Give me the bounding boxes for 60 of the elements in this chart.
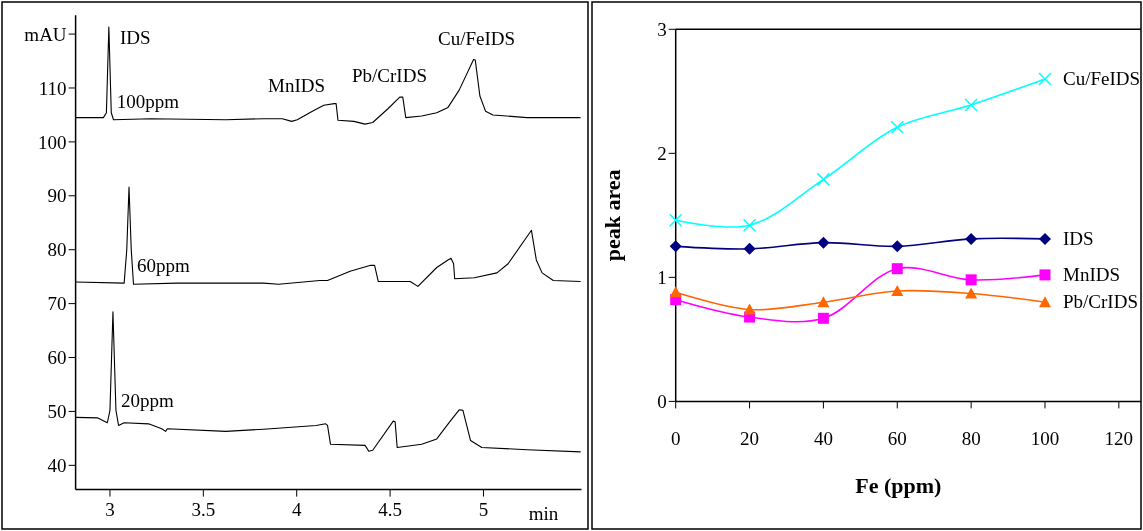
x-tick-label: 3 xyxy=(105,498,115,520)
point xyxy=(817,312,829,324)
point xyxy=(965,274,977,286)
y-axis-title: peak area xyxy=(599,169,625,262)
series-label: Cu/FeIDS xyxy=(1062,67,1141,89)
y-tick-label: 2 xyxy=(657,142,667,164)
y-tick-label: 50 xyxy=(47,401,67,423)
series-label: Pb/CrIDS xyxy=(1062,291,1138,313)
x-axis-title: Fe (ppm) xyxy=(855,473,942,499)
point xyxy=(743,242,756,255)
x-tick-label: 5 xyxy=(478,498,489,520)
y-tick-label: 100 xyxy=(38,131,67,153)
point xyxy=(743,303,756,315)
series-label: 60ppm xyxy=(137,255,191,277)
series-label: IDS xyxy=(1062,227,1094,249)
y-tick-label: mAU xyxy=(24,23,67,45)
point xyxy=(891,285,904,297)
point xyxy=(1038,72,1052,86)
x-axis-title: min xyxy=(528,502,559,524)
series-label: MnIDS xyxy=(1062,263,1120,285)
x-tick-label: 40 xyxy=(813,428,833,450)
point xyxy=(965,287,978,299)
point xyxy=(669,286,682,298)
annotation: Pb/CrIDS xyxy=(352,65,427,86)
y-tick-label: 80 xyxy=(47,239,67,261)
x-tick-label: 3.5 xyxy=(191,498,216,520)
y-tick-label: 110 xyxy=(38,77,67,99)
y-tick-label: 3 xyxy=(657,18,667,40)
x-tick-label: 120 xyxy=(1104,428,1134,450)
point xyxy=(1039,269,1051,281)
y-tick-label: 60 xyxy=(47,347,67,369)
point xyxy=(891,263,903,275)
x-tick-label: 4.5 xyxy=(378,498,402,520)
y-tick-label: 0 xyxy=(657,391,667,413)
x-tick-label: 4 xyxy=(291,498,302,520)
point xyxy=(891,240,904,253)
point xyxy=(668,213,683,228)
annotation: IDS xyxy=(120,27,151,48)
y-tick-label: 1 xyxy=(657,267,667,289)
point xyxy=(1038,296,1051,308)
point xyxy=(964,98,978,112)
y-tick-label: 90 xyxy=(47,185,67,207)
point xyxy=(742,218,757,233)
x-tick-label: 80 xyxy=(961,428,981,450)
point xyxy=(817,296,830,308)
point xyxy=(890,120,905,135)
y-tick-label: 40 xyxy=(47,454,67,476)
y-tick-label: 70 xyxy=(47,293,67,315)
point xyxy=(817,236,830,249)
x-tick-label: 60 xyxy=(887,428,907,450)
point xyxy=(1038,232,1051,245)
point xyxy=(816,172,831,187)
series-label: 100ppm xyxy=(116,90,180,112)
x-tick-label: 20 xyxy=(740,428,760,450)
x-tick-label: 100 xyxy=(1030,428,1060,450)
point xyxy=(965,232,978,245)
annotation: MnIDS xyxy=(268,75,326,96)
point xyxy=(669,240,682,253)
series-label: 20ppm xyxy=(120,390,174,412)
annotation: Cu/FeIDS xyxy=(438,28,516,49)
